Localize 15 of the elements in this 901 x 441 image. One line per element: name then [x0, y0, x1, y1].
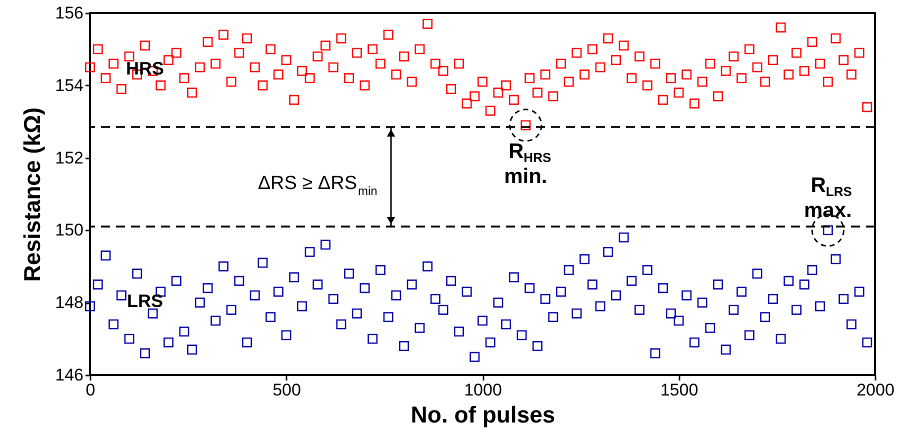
x-tick-label: 500	[272, 380, 301, 400]
y-tick-label: 146	[55, 366, 84, 384]
series-label: LRS	[126, 290, 163, 311]
x-tick-label: 1500	[660, 380, 698, 400]
x-tick-label: 2000	[856, 380, 894, 400]
y-axis-title: Resistance (kΩ)	[19, 107, 46, 282]
y-tick-label: 150	[55, 220, 84, 240]
series-label: HRS	[126, 58, 164, 78]
x-tick-label: 1000	[464, 380, 502, 400]
y-tick-label: 156	[55, 4, 84, 22]
y-tick-label: 154	[55, 76, 84, 95]
y-tick-label: 152	[55, 148, 84, 168]
y-tick-label: 148	[55, 293, 84, 312]
x-tick-label: 0	[86, 380, 96, 400]
x-axis-title: No. of pulses	[410, 402, 556, 428]
